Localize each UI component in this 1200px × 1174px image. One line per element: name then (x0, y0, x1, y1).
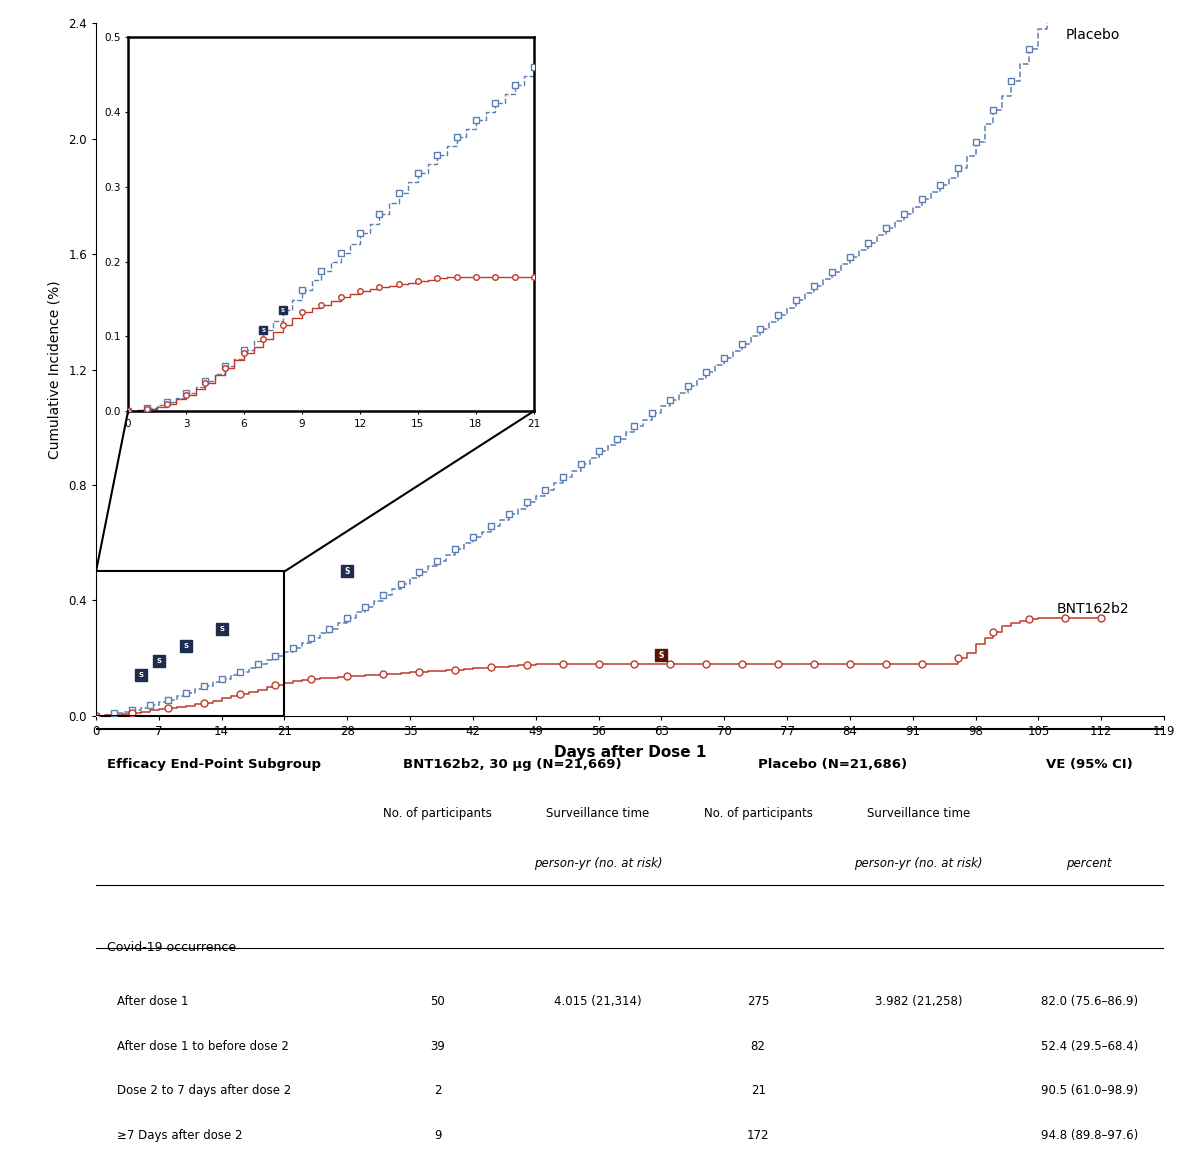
Text: Surveillance time: Surveillance time (866, 808, 970, 821)
Text: S: S (282, 359, 287, 369)
Text: Surveillance time: Surveillance time (546, 808, 649, 821)
Text: ≥7 Days after dose 2: ≥7 Days after dose 2 (118, 1129, 242, 1142)
Text: percent: percent (1067, 857, 1112, 870)
Text: S: S (156, 657, 161, 663)
Text: S: S (220, 626, 224, 632)
Text: 9: 9 (434, 1129, 442, 1142)
Text: VE (95% CI): VE (95% CI) (1046, 758, 1133, 771)
Text: S: S (138, 673, 143, 679)
Text: BNT162b2: BNT162b2 (1056, 602, 1129, 616)
Text: 94.8 (89.8–97.6): 94.8 (89.8–97.6) (1040, 1129, 1138, 1142)
Text: 275: 275 (746, 996, 769, 1008)
Text: Covid-19 occurrence: Covid-19 occurrence (107, 942, 236, 954)
Text: S: S (659, 650, 664, 660)
Text: 82: 82 (751, 1040, 766, 1053)
Text: After dose 1: After dose 1 (118, 996, 188, 1008)
Text: 172: 172 (746, 1129, 769, 1142)
Text: No. of participants: No. of participants (703, 808, 812, 821)
X-axis label: Days after Dose 1: Days after Dose 1 (554, 744, 706, 760)
Text: Efficacy End-Point Subgroup: Efficacy End-Point Subgroup (107, 758, 320, 771)
Text: S: S (344, 567, 350, 576)
Text: 82.0 (75.6–86.9): 82.0 (75.6–86.9) (1040, 996, 1138, 1008)
Text: person-yr (no. at risk): person-yr (no. at risk) (534, 857, 662, 870)
Y-axis label: Cumulative Incidence (%): Cumulative Incidence (%) (47, 281, 61, 459)
Text: 39: 39 (431, 1040, 445, 1053)
Text: 21: 21 (751, 1085, 766, 1098)
Text: 52.4 (29.5–68.4): 52.4 (29.5–68.4) (1040, 1040, 1138, 1053)
Text: Dose 2 to 7 days after dose 2: Dose 2 to 7 days after dose 2 (118, 1085, 292, 1098)
Text: 90.5 (61.0–98.9): 90.5 (61.0–98.9) (1040, 1085, 1138, 1098)
Text: No. of participants: No. of participants (383, 808, 492, 821)
Text: Placebo: Placebo (1066, 28, 1120, 42)
Text: 4.015 (21,314): 4.015 (21,314) (554, 996, 642, 1008)
Text: person-yr (no. at risk): person-yr (no. at risk) (854, 857, 983, 870)
Text: 50: 50 (431, 996, 445, 1008)
Text: BNT162b2, 30 μg (N=21,669): BNT162b2, 30 μg (N=21,669) (403, 758, 622, 771)
Text: S: S (184, 643, 188, 649)
Text: 3.982 (21,258): 3.982 (21,258) (875, 996, 962, 1008)
Text: After dose 1 to before dose 2: After dose 1 to before dose 2 (118, 1040, 289, 1053)
Text: Placebo (N=21,686): Placebo (N=21,686) (758, 758, 907, 771)
Bar (96, 572, 284, 716)
Text: 2: 2 (434, 1085, 442, 1098)
